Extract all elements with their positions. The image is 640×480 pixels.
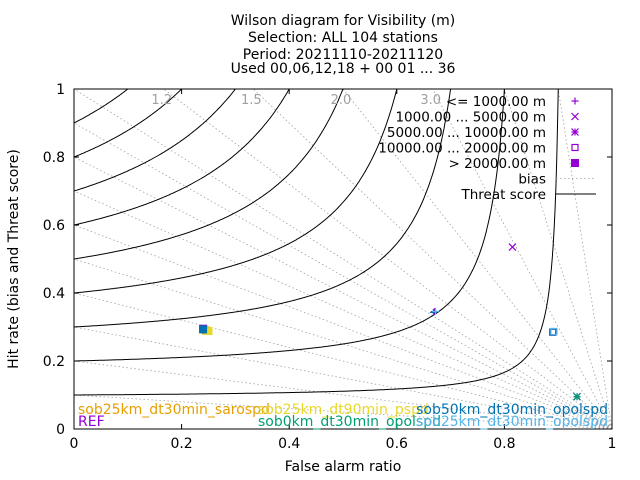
bias-line-10	[163, 89, 612, 429]
y-axis-label: Hit rate (bias and Threat score)	[6, 149, 22, 369]
y-tick-label-1: 0.2	[43, 354, 65, 370]
bias-line-5	[74, 224, 612, 429]
y-tick-label-5: 1	[56, 82, 65, 98]
experiment-label-0: REF	[78, 414, 105, 430]
experiment-label-5: sob25km_dt30min_opolspd	[416, 414, 608, 430]
data-points	[199, 243, 581, 401]
y-tick-label-2: 0.4	[43, 286, 65, 302]
data-point-7	[573, 392, 581, 401]
bias-line-14	[504, 89, 612, 429]
bias-line-3	[74, 292, 612, 429]
threat-score-curve-2	[74, 89, 452, 328]
experiment-label-3: sob0km_dt30min_opolspd	[258, 414, 441, 430]
y-tick-label-0: 0	[56, 422, 65, 438]
legend-symbol-1	[571, 112, 579, 121]
chart-title: Wilson diagram for Visibility (m) Select…	[231, 13, 456, 77]
x-tick-label-0: 0	[70, 436, 79, 452]
y-tick-label-3: 0.6	[43, 218, 65, 234]
legend-label-2: 5000.00 ... 10000.00 m	[387, 125, 546, 141]
legend-symbol-0	[571, 97, 579, 105]
legend-label-3: 10000.00 ... 20000.00 m	[378, 141, 546, 157]
bias-label-0: 1.2	[151, 93, 172, 108]
legend-label-0: <= 1000.00 m	[446, 94, 546, 110]
x-tick-label-3: 0.6	[386, 436, 408, 452]
threat-score-curve-0	[74, 89, 559, 396]
data-point-9	[549, 328, 557, 336]
bias-label-3: 3.0	[420, 93, 441, 108]
plot-border	[73, 88, 613, 430]
legend-label-6: Threat score	[461, 187, 547, 203]
bias-line-13	[432, 89, 612, 429]
x-tick-label-4: 0.8	[493, 436, 515, 452]
threat-score-curve-3	[74, 89, 398, 294]
data-point-12	[432, 307, 440, 315]
threat-score-curve-7	[74, 89, 183, 158]
y-tick-label-4: 0.8	[43, 150, 65, 166]
legend-label-1: 1000.00 ... 5000.00 m	[395, 110, 546, 126]
legend-label-5: bias	[518, 172, 546, 188]
x-tick-label-5: 1	[608, 436, 617, 452]
bias-line-2	[74, 326, 612, 429]
bias-label-1: 1.5	[241, 93, 262, 108]
bias-labels: 1.2 1.5 2.0 3.0	[151, 93, 441, 108]
experiment-label-1: sob25km_dt30min_sarospd	[78, 402, 270, 418]
bias-line-8	[74, 122, 612, 429]
data-point-1	[508, 243, 517, 252]
bias-line-15	[557, 89, 612, 429]
legend-label-4: > 20000.00 m	[449, 156, 546, 172]
bias-line-6	[74, 190, 612, 429]
legend-symbol-4	[571, 159, 579, 167]
data-point-8	[199, 325, 208, 334]
bias-line-7	[74, 156, 612, 429]
title-line-2: Selection: ALL 104 stations	[248, 30, 438, 46]
data-point-11	[550, 327, 558, 336]
bias-label-2: 2.0	[331, 93, 352, 108]
threat-score-curve-5	[74, 89, 290, 226]
experiment-labels: REFsob25km_dt30min_sarospdsob25km_dt90mi…	[78, 402, 608, 430]
title-line-1: Wilson diagram for Visibility (m)	[231, 13, 456, 29]
x-axis-label: False alarm ratio	[285, 459, 402, 475]
experiment-label-2: sob25km_dt90min_pspd	[258, 402, 429, 418]
legend-symbol-2	[571, 128, 579, 136]
axis-ticks: 00 0.2 0.2 0.4 0.4 0.6 0.6 0.8 0.8 1 1	[43, 82, 617, 452]
x-tick-label-2: 0.4	[278, 436, 300, 452]
x-tick-label-1: 0.2	[170, 436, 192, 452]
bias-line-0	[74, 394, 612, 429]
threat-score-curve-8	[74, 89, 129, 124]
title-line-4: Used 00,06,12,18 + 00 01 ... 36	[231, 61, 456, 77]
threat-score-curves	[74, 89, 559, 396]
threat-score-curve-6	[74, 89, 236, 192]
legend-symbol-3	[571, 143, 579, 152]
experiment-label-4: sob50km_dt30min_opolspd	[416, 402, 608, 418]
threat-score-curve-4	[74, 89, 344, 260]
title-line-3: Period: 20211110-20211120	[243, 47, 443, 63]
